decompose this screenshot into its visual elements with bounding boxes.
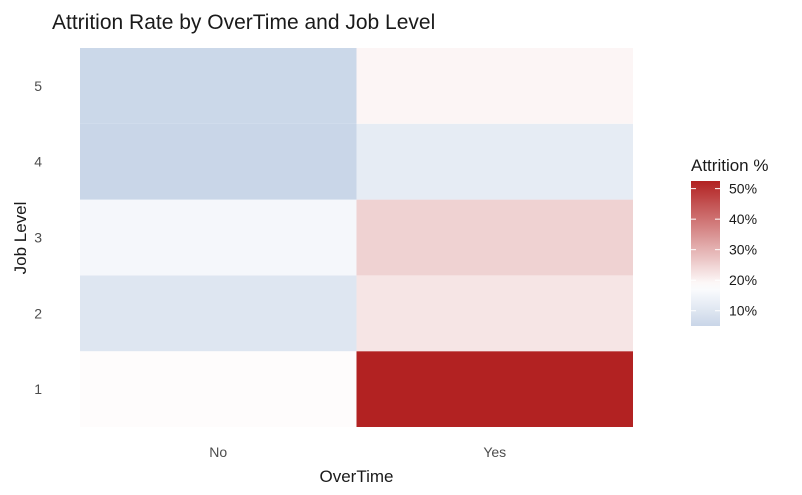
legend-title: Attrition % bbox=[691, 156, 768, 175]
heatmap-cell bbox=[80, 351, 357, 427]
y-tick-label: 4 bbox=[34, 154, 42, 170]
heatmap-cell bbox=[80, 48, 357, 124]
heatmap-cell bbox=[356, 123, 633, 200]
legend-tick-label: 10% bbox=[729, 303, 757, 319]
x-tick-label: No bbox=[209, 444, 227, 460]
x-axis-ticks: No Yes bbox=[209, 444, 506, 460]
heatmap-cell bbox=[80, 275, 357, 352]
y-tick-label: 2 bbox=[34, 305, 42, 321]
y-axis-title: Job Level bbox=[11, 202, 30, 275]
legend-colorbar bbox=[691, 181, 720, 326]
legend-tick-label: 40% bbox=[729, 211, 757, 227]
heatmap-cells bbox=[80, 48, 633, 427]
y-axis-ticks: 1 2 3 4 5 bbox=[34, 78, 42, 397]
heatmap-cell bbox=[356, 275, 633, 352]
x-tick-label: Yes bbox=[483, 444, 506, 460]
heatmap-cell bbox=[80, 199, 357, 276]
legend: Attrition % 10% 20% 30% 40% 50% bbox=[691, 156, 768, 326]
legend-tick-label: 20% bbox=[729, 272, 757, 288]
chart-title: Attrition Rate by OverTime and Job Level bbox=[52, 11, 435, 34]
y-tick-label: 3 bbox=[34, 230, 42, 246]
heatmap-cell bbox=[356, 351, 633, 427]
y-tick-label: 1 bbox=[34, 381, 42, 397]
x-axis-title: OverTime bbox=[320, 467, 394, 486]
heatmap-cell bbox=[80, 123, 357, 200]
heatmap-cell bbox=[356, 199, 633, 276]
y-tick-label: 5 bbox=[34, 78, 42, 94]
legend-tick-label: 50% bbox=[729, 181, 757, 197]
legend-tick-label: 30% bbox=[729, 242, 757, 258]
heatmap-cell bbox=[356, 48, 633, 124]
